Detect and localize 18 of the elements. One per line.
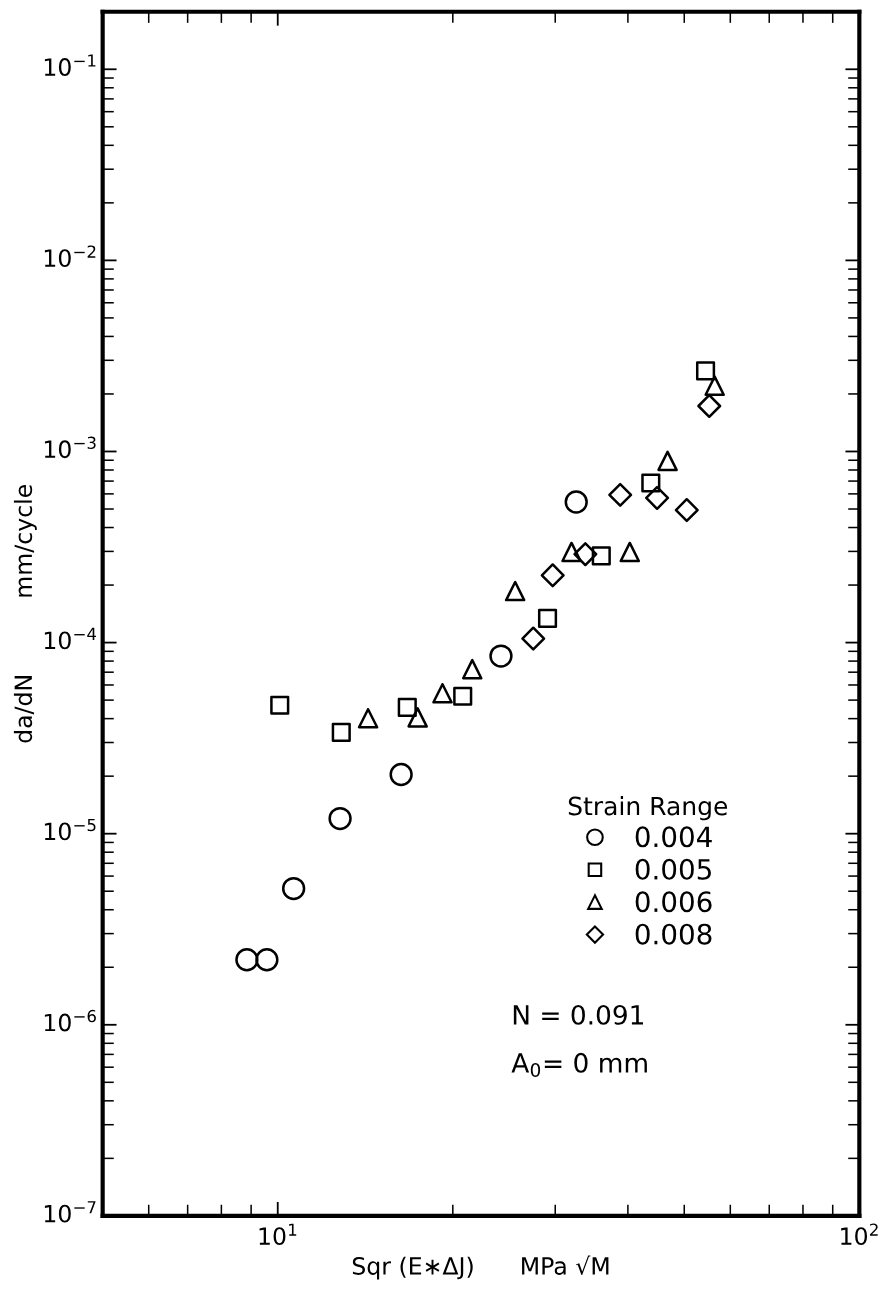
legend-label: 0.008 xyxy=(635,923,712,945)
y-tick-label: 10$^{−7}$ xyxy=(44,1201,96,1223)
x-tick-label: 10$^{1}$ xyxy=(259,1223,297,1246)
y-tick-label: 10$^{−1}$ xyxy=(44,54,96,76)
y-tick-label: 10$^{−4}$ xyxy=(44,627,97,650)
legend-label: 0.004 xyxy=(635,826,712,848)
annotation: A$_{0}$= 0 mm xyxy=(511,1052,647,1078)
legend-label: 0.005 xyxy=(635,858,711,880)
legend-label: 0.006 xyxy=(635,891,712,913)
y-tick-label: 10$^{−6}$ xyxy=(44,1009,96,1032)
annotation: N = 0.091 xyxy=(513,1004,643,1025)
y-tick-label: 10$^{−5}$ xyxy=(44,818,96,841)
legend-title: Strain Range xyxy=(568,796,728,821)
x-tick-label: 10$^{2}$ xyxy=(841,1223,878,1246)
y-tick-label: 10$^{−2}$ xyxy=(44,245,96,268)
y-axis-title: da/dN mm/cycle xyxy=(13,485,37,743)
x-axis-title: Sqr (E∗ΔJ) MPa √M xyxy=(352,1255,609,1280)
y-tick-label: 10$^{−3}$ xyxy=(44,436,96,459)
